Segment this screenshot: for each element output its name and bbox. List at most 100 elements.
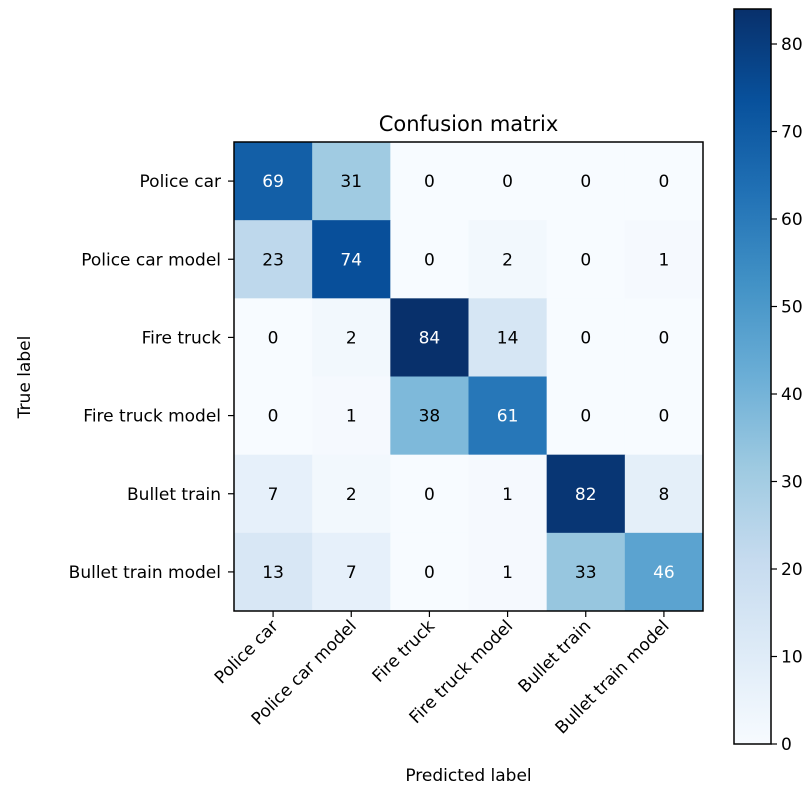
- x-tick-label: Fire truck: [369, 616, 439, 686]
- cell-value-label: 31: [340, 172, 362, 192]
- cell-value-label: 0: [424, 250, 435, 270]
- heatmap-cell: [546, 298, 626, 377]
- colorbar-tick-label: 10: [781, 648, 803, 668]
- colorbar-tick-label: 80: [781, 35, 803, 55]
- heatmap-cell: [546, 220, 626, 299]
- heatmap-cell: [624, 298, 704, 377]
- heatmap-cell: [546, 454, 626, 534]
- cell-value-label: 0: [580, 250, 591, 270]
- cell-value-label: 38: [419, 407, 441, 427]
- cell-value-label: 74: [340, 250, 362, 270]
- heatmap-cell: [546, 532, 626, 612]
- y-tick-label: Bullet train model: [69, 563, 221, 583]
- heatmap-cell: [234, 298, 313, 377]
- cell-value-label: 1: [346, 407, 357, 427]
- cell-value-label: 8: [659, 485, 670, 505]
- heatmap-cell: [468, 532, 548, 612]
- heatmap-cell: [234, 376, 313, 456]
- cell-value-label: 0: [659, 328, 670, 348]
- heatmap-cell: [624, 532, 704, 612]
- heatmap-cell: [468, 142, 548, 221]
- cell-value-label: 0: [268, 407, 279, 427]
- cell-value-label: 0: [659, 407, 670, 427]
- cell-value-label: 0: [659, 172, 670, 192]
- colorbar-tick-label: 60: [781, 210, 803, 230]
- colorbar-tick-label: 50: [781, 298, 803, 318]
- heatmap-cell: [312, 220, 391, 299]
- heatmap-cell: [312, 454, 391, 534]
- heatmap-cell: [624, 376, 704, 456]
- heatmap-cell: [390, 532, 469, 612]
- heatmap-cell: [312, 532, 391, 612]
- cell-value-label: 0: [424, 485, 435, 505]
- y-tick-label: Fire truck: [142, 328, 222, 348]
- y-axis-ticks: Police car Police car model Fire truck Fire…: [69, 172, 234, 583]
- heatmap-cell: [624, 220, 704, 299]
- cell-value-label: 1: [502, 485, 513, 505]
- plot-frame: [233, 141, 704, 612]
- cell-value-label: 0: [580, 172, 591, 192]
- colorbar-tick-label: 40: [781, 385, 803, 405]
- heatmap-cell: [234, 220, 313, 299]
- heatmap-cell: [312, 142, 391, 221]
- colorbar: [733, 8, 772, 745]
- cell-value-label: 33: [575, 563, 597, 583]
- heatmap-cell: [468, 454, 548, 534]
- heatmap-cell: [312, 298, 391, 377]
- y-tick-label: Fire truck model: [83, 407, 221, 427]
- heatmap-cell: [624, 454, 704, 534]
- cell-value-label: 82: [575, 485, 597, 505]
- chart-title: Confusion matrix: [379, 112, 559, 136]
- cell-value-label: 2: [346, 485, 357, 505]
- cell-value-label: 0: [424, 563, 435, 583]
- heatmap-cell: [390, 220, 469, 299]
- cell-value-label: 1: [502, 563, 513, 583]
- cell-value-label: 0: [502, 172, 513, 192]
- cell-value-label: 7: [268, 485, 279, 505]
- cell-value-label: 0: [424, 172, 435, 192]
- x-tick-label: Police car: [211, 616, 283, 688]
- y-tick-label: Bullet train: [127, 485, 221, 505]
- x-axis-label: Predicted label: [405, 766, 531, 786]
- cell-value-label: 84: [419, 328, 441, 348]
- heatmap-cell: [546, 142, 626, 221]
- heatmap-cell: [468, 298, 548, 377]
- heatmap-cell: [468, 376, 548, 456]
- heatmap-cell: [390, 142, 469, 221]
- cell-value-label: 14: [497, 328, 519, 348]
- cell-value-label: 69: [262, 172, 284, 192]
- cell-value-label: 46: [653, 563, 675, 583]
- heatmap-cell: [390, 298, 469, 377]
- cell-value-label: 0: [268, 328, 279, 348]
- colorbar-tick-label: 0: [781, 735, 792, 755]
- heatmap-cell: [234, 454, 313, 534]
- cell-value-label: 13: [262, 563, 284, 583]
- colorbar-ticks: 0 10 20 30 40 50 60 70 80: [771, 35, 803, 755]
- cell-value-label: 0: [580, 407, 591, 427]
- heatmap-cells: [234, 142, 704, 612]
- colorbar-tick-label: 70: [781, 123, 803, 143]
- cell-value-label: 23: [262, 250, 284, 270]
- heatmap-cell: [546, 376, 626, 456]
- heatmap-cell: [390, 454, 469, 534]
- heatmap-cell: [312, 376, 391, 456]
- heatmap-cell: [234, 532, 313, 612]
- heatmap-cell: [468, 220, 548, 299]
- colorbar-tick-label: 30: [781, 473, 803, 493]
- cell-value-label: 2: [346, 328, 357, 348]
- y-axis-label: True label: [15, 336, 35, 420]
- heatmap-cell: [624, 142, 704, 221]
- heatmap-cell: [234, 142, 313, 221]
- cell-value-labels: 69 31 0 0 0 0 23 74 0 2 0 1 0 2 84 14 0 0 0 1 38 61 0 0 7 2 0 1 82 8 1…: [262, 172, 674, 583]
- colorbar-tick-label: 20: [781, 560, 803, 580]
- cell-value-label: 0: [580, 328, 591, 348]
- y-tick-label: Police car: [140, 172, 221, 192]
- cell-value-label: 1: [659, 250, 670, 270]
- x-tick-label: Bullet train: [515, 616, 596, 697]
- y-tick-label: Police car model: [81, 250, 221, 270]
- heatmap-cell: [390, 376, 469, 456]
- cell-value-label: 7: [346, 563, 357, 583]
- cell-value-label: 61: [497, 407, 519, 427]
